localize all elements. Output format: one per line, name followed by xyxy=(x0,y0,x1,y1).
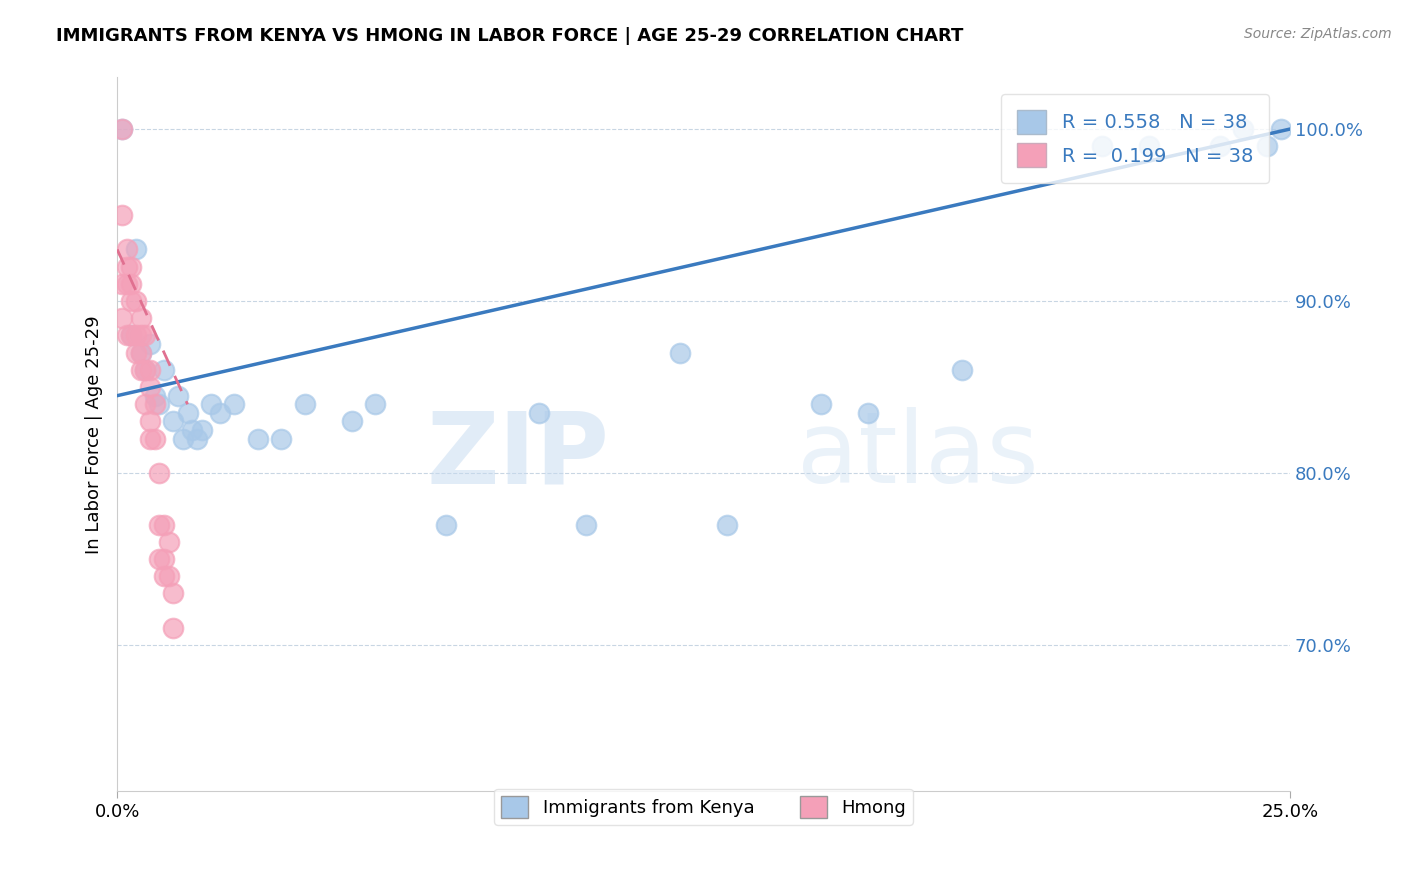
Point xyxy=(129,363,152,377)
Point xyxy=(364,397,387,411)
Text: ZIP: ZIP xyxy=(427,408,610,504)
Point xyxy=(129,311,152,326)
Point xyxy=(1137,139,1160,153)
Point xyxy=(162,414,184,428)
Point xyxy=(115,243,138,257)
Point xyxy=(120,328,142,343)
Point xyxy=(148,466,170,480)
Point xyxy=(120,328,142,343)
Point xyxy=(111,277,134,291)
Point xyxy=(120,277,142,291)
Point xyxy=(129,328,152,343)
Point xyxy=(224,397,246,411)
Point xyxy=(120,294,142,309)
Point xyxy=(340,414,363,428)
Point xyxy=(162,621,184,635)
Point xyxy=(1232,122,1254,136)
Point xyxy=(856,406,879,420)
Point xyxy=(111,311,134,326)
Point xyxy=(111,122,134,136)
Legend: Immigrants from Kenya, Hmong: Immigrants from Kenya, Hmong xyxy=(494,789,912,825)
Point xyxy=(125,243,148,257)
Point xyxy=(115,260,138,274)
Y-axis label: In Labor Force | Age 25-29: In Labor Force | Age 25-29 xyxy=(86,315,103,554)
Text: Source: ZipAtlas.com: Source: ZipAtlas.com xyxy=(1244,27,1392,41)
Point xyxy=(186,432,208,446)
Point xyxy=(153,569,176,583)
Point xyxy=(153,517,176,532)
Text: atlas: atlas xyxy=(797,408,1039,504)
Point xyxy=(148,517,170,532)
Point xyxy=(148,397,170,411)
Point xyxy=(1208,139,1230,153)
Point xyxy=(129,345,152,359)
Point xyxy=(1270,122,1292,136)
Point xyxy=(139,432,162,446)
Point xyxy=(529,406,551,420)
Point xyxy=(134,397,156,411)
Point xyxy=(125,294,148,309)
Point xyxy=(950,363,973,377)
Point xyxy=(200,397,222,411)
Point xyxy=(120,260,142,274)
Point xyxy=(294,397,316,411)
Point xyxy=(1256,139,1278,153)
Point xyxy=(153,552,176,566)
Point xyxy=(172,432,194,446)
Point xyxy=(148,552,170,566)
Point xyxy=(181,423,204,437)
Point xyxy=(125,328,148,343)
Point xyxy=(1091,139,1114,153)
Point xyxy=(111,122,134,136)
Point xyxy=(716,517,738,532)
Point xyxy=(669,345,692,359)
Point xyxy=(143,389,166,403)
Point xyxy=(162,586,184,600)
Point xyxy=(157,534,180,549)
Point xyxy=(176,406,198,420)
Point xyxy=(270,432,292,446)
Point xyxy=(810,397,832,411)
Text: IMMIGRANTS FROM KENYA VS HMONG IN LABOR FORCE | AGE 25-29 CORRELATION CHART: IMMIGRANTS FROM KENYA VS HMONG IN LABOR … xyxy=(56,27,963,45)
Point xyxy=(134,363,156,377)
Point xyxy=(134,328,156,343)
Point xyxy=(139,363,162,377)
Point xyxy=(143,432,166,446)
Point xyxy=(129,345,152,359)
Point xyxy=(157,569,180,583)
Point xyxy=(190,423,212,437)
Point xyxy=(115,328,138,343)
Point xyxy=(575,517,598,532)
Point xyxy=(209,406,232,420)
Point xyxy=(139,337,162,351)
Point xyxy=(115,277,138,291)
Point xyxy=(111,208,134,222)
Point xyxy=(153,363,176,377)
Point xyxy=(434,517,457,532)
Point xyxy=(139,414,162,428)
Point xyxy=(143,397,166,411)
Point xyxy=(139,380,162,394)
Point xyxy=(167,389,190,403)
Point xyxy=(246,432,269,446)
Point xyxy=(134,363,156,377)
Point xyxy=(125,345,148,359)
